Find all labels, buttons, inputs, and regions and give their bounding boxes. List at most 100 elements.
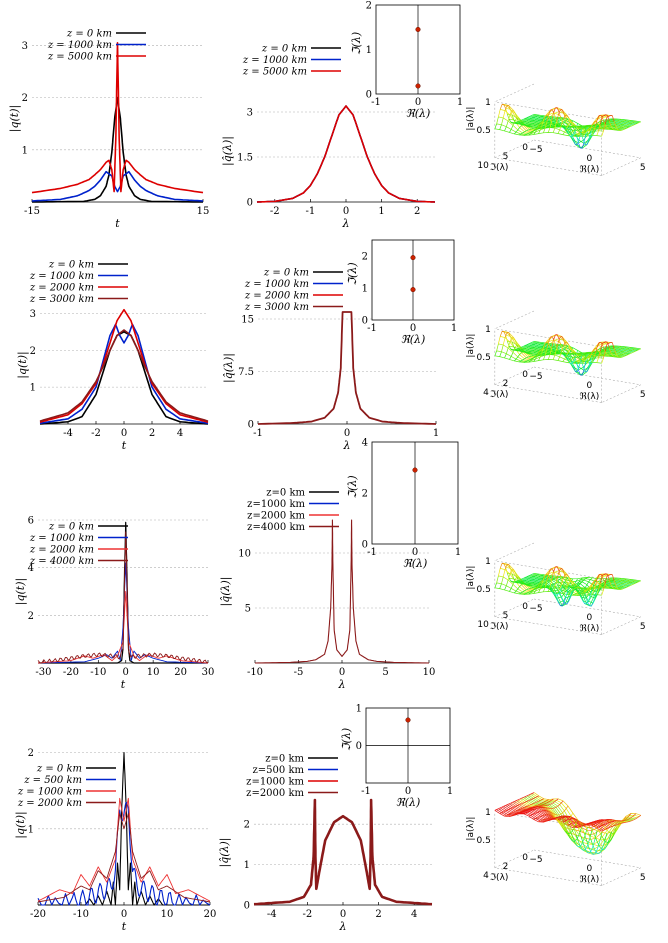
row3-surface-mesh-seg	[637, 581, 640, 583]
row1-surface-mesh-seg	[570, 121, 573, 126]
row4-surface-mesh-seg	[633, 818, 636, 821]
row1-surface-mesh-seg	[530, 131, 533, 135]
row4-surface-mesh-seg	[582, 825, 585, 827]
row4-surface-mesh-seg	[552, 801, 555, 804]
row1-surface-mesh-seg	[531, 120, 534, 122]
row2-surface-mesh-seg	[552, 354, 556, 360]
row4-surface-mesh-seg	[575, 818, 578, 821]
row1-surface-mesh-seg	[526, 116, 529, 118]
row3-time-legend: z = 0 kmz = 1000 kmz = 2000 kmz = 4000 k…	[29, 522, 128, 567]
row4-surface-mesh-seg	[531, 807, 534, 809]
row1-surface-mesh-seg	[610, 125, 614, 130]
row1-surface-mesh-seg	[576, 126, 579, 128]
row4-surface-mesh-seg	[521, 797, 524, 799]
row3-surface-mesh-seg	[595, 578, 598, 585]
row1-surface-mesh-seg	[581, 143, 585, 149]
row4-surface-mesh-seg	[601, 829, 604, 832]
row2-surface-mesh-seg	[571, 351, 575, 354]
row3-surface-mesh-seg	[578, 592, 582, 598]
row3-surface-mesh-seg	[602, 577, 605, 582]
row1-surface-mesh-seg	[586, 132, 590, 137]
row4-surface-mesh-seg	[574, 825, 577, 828]
row4-surface-mesh-seg	[548, 818, 551, 821]
row2-surface-mesh-seg	[595, 354, 598, 356]
row4-surface-mesh-seg	[600, 820, 603, 822]
row3-surface-mesh-seg	[569, 591, 572, 594]
row1-time-legend-label: z = 1000 km	[47, 40, 112, 51]
row4-surface-mesh-seg	[510, 807, 513, 809]
row2-surface-mesh-seg	[533, 354, 536, 356]
row4-surface-mesh-seg	[543, 818, 546, 820]
row4-surface-mesh-seg	[554, 800, 557, 802]
row4-surface-mesh-seg	[612, 825, 615, 827]
row3-surface-mesh-seg	[530, 573, 533, 576]
row3-surface-mesh-seg	[579, 590, 582, 593]
row4-spectrum-y-label: |q̂(λ)|	[218, 837, 232, 867]
row1-surface-mesh-seg	[524, 120, 527, 122]
row4-surface-mesh-seg	[534, 801, 537, 804]
row3-surface-mesh-seg	[568, 581, 572, 587]
row3-surface-mesh-seg	[533, 583, 536, 586]
row1-surface-mesh-seg	[543, 128, 546, 133]
row1-surface-mesh-seg	[579, 129, 582, 135]
row1-surface-mesh-seg	[607, 122, 610, 124]
row4-surface-mesh-seg	[588, 825, 591, 828]
row3-surface-mesh-seg	[524, 584, 527, 586]
row4-surface-mesh-seg	[545, 820, 548, 822]
row3-surface-mesh-seg	[548, 576, 552, 581]
row4-surface-mesh-seg	[519, 803, 522, 806]
row2-surface-mesh-seg	[598, 350, 601, 358]
row4-surface-mesh-seg	[582, 824, 585, 826]
row3-surface-mesh-seg	[581, 579, 585, 583]
row4-surface-box	[494, 793, 535, 813]
row4-surface-mesh-seg	[532, 805, 535, 808]
row3-surface-mesh-seg	[627, 579, 630, 582]
row4-surface-mesh-seg	[560, 822, 563, 825]
row3-time-x-tick-label: -30	[35, 667, 51, 678]
row3-surface-mesh-seg	[602, 583, 605, 586]
row2-surface-mesh-seg	[613, 354, 616, 356]
row4-surface-mesh-seg	[563, 828, 566, 832]
row1-surface-mesh-seg	[593, 125, 596, 132]
row3-surface-mesh-seg	[566, 590, 569, 592]
row1-surface-mesh-seg	[520, 123, 523, 125]
row4-surface-mesh-seg	[573, 819, 577, 823]
row4-surface-mesh-seg	[551, 812, 554, 815]
row3-surface-mesh-seg	[564, 579, 567, 583]
row2-surface-mesh-seg	[626, 354, 629, 356]
row4-surface-mesh-seg	[546, 802, 549, 804]
row3-surface-mesh-seg	[531, 587, 534, 589]
row1-surface-mesh-seg	[517, 127, 520, 131]
row4-surface-mesh-seg	[598, 821, 601, 823]
row2-surface-mesh-seg	[509, 337, 512, 343]
row1-surface-mesh-seg	[597, 122, 600, 126]
row4-surface-mesh-seg	[596, 826, 599, 829]
row4-surface-mesh-seg	[595, 851, 599, 854]
row1-surface-mesh-seg	[620, 121, 623, 123]
row2-surface-mesh-seg	[600, 349, 603, 352]
row3-surface-mesh-seg	[561, 586, 564, 589]
row3-surface-mesh-seg	[529, 587, 532, 589]
row2-surface-mesh-seg	[547, 354, 551, 360]
row2-surface-mesh-seg	[601, 354, 604, 357]
row3-surface-mesh-seg	[572, 594, 575, 596]
row4-surface-mesh-seg	[563, 819, 567, 822]
row2-surface-mesh-seg	[586, 359, 590, 364]
row3-surface-mesh-seg	[603, 573, 606, 575]
row2-surface-mesh-seg	[527, 356, 530, 358]
row3-surface-mesh-seg	[573, 581, 577, 586]
row1-surface-mesh-seg	[569, 121, 572, 124]
row3-surface-mesh-seg	[630, 581, 633, 583]
row1-surface-mesh-seg	[603, 124, 606, 132]
row3-surface-z-tick: 0.5	[477, 585, 491, 595]
row2-spectrum-y-tick-label: 7.5	[238, 367, 254, 378]
row2-surface-mesh-seg	[610, 352, 614, 357]
row3-surface-mesh-seg	[605, 585, 609, 588]
row1-surface-mesh-seg	[527, 121, 530, 124]
row2-spectrum-series-0	[257, 311, 437, 425]
row1-surface-mesh-seg	[622, 123, 625, 125]
row4-surface-mesh-seg	[516, 799, 519, 801]
row4-surface-mesh-seg	[532, 813, 535, 815]
